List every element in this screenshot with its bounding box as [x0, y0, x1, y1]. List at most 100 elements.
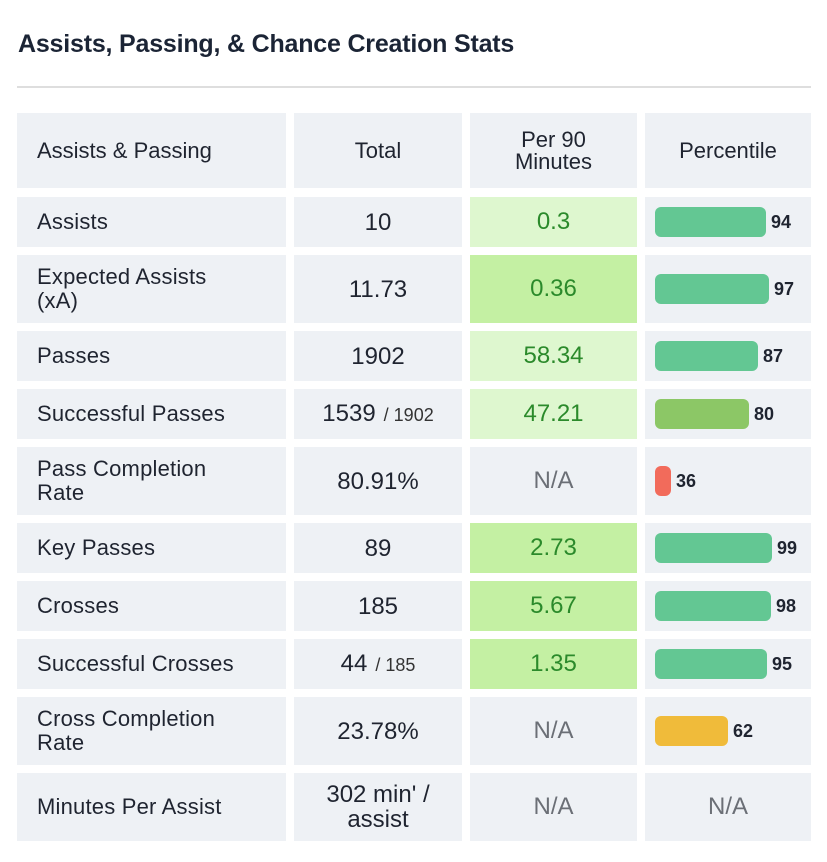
- per-90-value: N/A: [533, 717, 574, 744]
- total-cell: 1539/ 1902: [294, 389, 462, 439]
- stat-name: Cross Completion Rate: [37, 706, 216, 755]
- stat-name: Successful Crosses: [37, 651, 234, 676]
- stat-name: Minutes Per Assist: [37, 794, 222, 819]
- total-denominator: / 1902: [383, 404, 434, 425]
- total-value: 11.73: [348, 275, 408, 303]
- per-90-value: N/A: [533, 467, 574, 494]
- percentile-bar: [655, 533, 772, 563]
- stat-name: Key Passes: [37, 535, 156, 560]
- table-row: Key Passes 89 2.73 99: [17, 523, 811, 573]
- stat-name-cell: Key Passes: [17, 523, 286, 573]
- total-cell: 302 min' / assist: [294, 773, 462, 841]
- stat-name: Crosses: [37, 593, 120, 618]
- table-row: Cross Completion Rate 23.78% N/A 62: [17, 697, 811, 765]
- percentile-bar: [655, 341, 758, 371]
- percentile-bar: [655, 207, 766, 237]
- per-90-cell: 2.73: [470, 523, 637, 573]
- percentile-cell: N/A: [645, 773, 811, 841]
- stat-name-cell: Cross Completion Rate: [17, 697, 286, 765]
- percentile-cell: 97: [645, 255, 811, 323]
- per-90-value: 58.34: [523, 342, 584, 369]
- header-per-90: Per 90 Minutes: [470, 113, 637, 188]
- table-row: Passes 1902 58.34 87: [17, 331, 811, 381]
- table-row: Expected Assists (xA) 11.73 0.36 97: [17, 255, 811, 323]
- stat-name-cell: Crosses: [17, 581, 286, 631]
- stat-name-cell: Minutes Per Assist: [17, 773, 286, 841]
- per-90-cell: 58.34: [470, 331, 637, 381]
- total-value: 80.91%: [337, 467, 419, 495]
- percentile-value: 98: [776, 595, 797, 616]
- table-row: Pass Completion Rate 80.91% N/A 36: [17, 447, 811, 515]
- stat-name: Successful Passes: [37, 401, 226, 426]
- per-90-cell: N/A: [470, 697, 637, 765]
- per-90-cell: N/A: [470, 447, 637, 515]
- percentile-value: 36: [676, 470, 697, 491]
- stat-name-cell: Successful Passes: [17, 389, 286, 439]
- percentile-cell: 99: [645, 523, 811, 573]
- stat-name-cell: Successful Crosses: [17, 639, 286, 689]
- header-stat-name: Assists & Passing: [17, 113, 286, 188]
- percentile-value: 87: [763, 345, 784, 366]
- total-cell: 10: [294, 197, 462, 247]
- stat-name: Expected Assists (xA): [37, 264, 207, 313]
- per-90-cell: 47.21: [470, 389, 637, 439]
- percentile-value: 62: [733, 720, 754, 741]
- percentile-value: 80: [754, 403, 775, 424]
- percentile-bar: [655, 649, 767, 679]
- stat-name-cell: Pass Completion Rate: [17, 447, 286, 515]
- total-cell: 11.73: [294, 255, 462, 323]
- stat-name-cell: Assists: [17, 197, 286, 247]
- stat-name: Assists: [37, 209, 109, 234]
- percentile-cell: 80: [645, 389, 811, 439]
- percentile-cell: 62: [645, 697, 811, 765]
- total-cell: 1902: [294, 331, 462, 381]
- total-cell: 23.78%: [294, 697, 462, 765]
- per-90-value: 1.35: [530, 650, 577, 677]
- per-90-value: 47.21: [523, 400, 584, 427]
- percentile-cell: 87: [645, 331, 811, 381]
- percentile-value: 99: [777, 537, 798, 558]
- percentile-cell: 94: [645, 197, 811, 247]
- per-90-value: 0.36: [530, 275, 577, 302]
- per-90-cell: 0.3: [470, 197, 637, 247]
- total-cell: 185: [294, 581, 462, 631]
- percentile-cell: 36: [645, 447, 811, 515]
- table-header-row: Assists & Passing Total Per 90 Minutes P…: [17, 113, 811, 188]
- percentile-bar: [655, 399, 749, 429]
- total-value: 10: [364, 208, 392, 236]
- header-total: Total: [294, 113, 462, 188]
- percentile-bar: [655, 716, 728, 746]
- per-90-cell: 1.35: [470, 639, 637, 689]
- per-90-value: 0.3: [536, 208, 571, 235]
- total-cell: 44/ 185: [294, 639, 462, 689]
- total-denominator: / 185: [375, 654, 416, 675]
- header-percentile: Percentile: [645, 113, 811, 188]
- per-90-cell: 5.67: [470, 581, 637, 631]
- per-90-value: 2.73: [530, 534, 577, 561]
- percentile-bar: [655, 466, 671, 496]
- total-value: 23.78%: [337, 717, 419, 745]
- table-row: Successful Passes 1539/ 1902 47.21 80: [17, 389, 811, 439]
- table-row: Successful Crosses 44/ 185 1.35 95: [17, 639, 811, 689]
- percentile-value: 94: [771, 211, 792, 232]
- total-value: 1539/ 1902: [322, 399, 434, 427]
- header-per-90-label: Per 90 Minutes: [514, 126, 593, 174]
- per-90-cell: N/A: [470, 773, 637, 841]
- stat-name: Pass Completion Rate: [37, 456, 207, 505]
- percentile-bar: [655, 591, 771, 621]
- page-title: Assists, Passing, & Chance Creation Stat…: [18, 30, 515, 58]
- title-divider: [17, 86, 811, 88]
- per-90-value: 5.67: [530, 592, 577, 619]
- total-value: 1902: [351, 342, 405, 370]
- table-row: Minutes Per Assist 302 min' / assist N/A N/A: [17, 773, 811, 841]
- stat-name: Passes: [37, 343, 111, 368]
- stat-name-cell: Passes: [17, 331, 286, 381]
- percentile-cell: 95: [645, 639, 811, 689]
- total-value: 302 min' / assist: [326, 781, 430, 833]
- percentile-value: 97: [774, 278, 795, 299]
- total-value: 185: [357, 592, 399, 620]
- total-value: 89: [364, 534, 392, 562]
- stat-name-cell: Expected Assists (xA): [17, 255, 286, 323]
- total-value: 44/ 185: [340, 649, 416, 677]
- percentile-cell: 98: [645, 581, 811, 631]
